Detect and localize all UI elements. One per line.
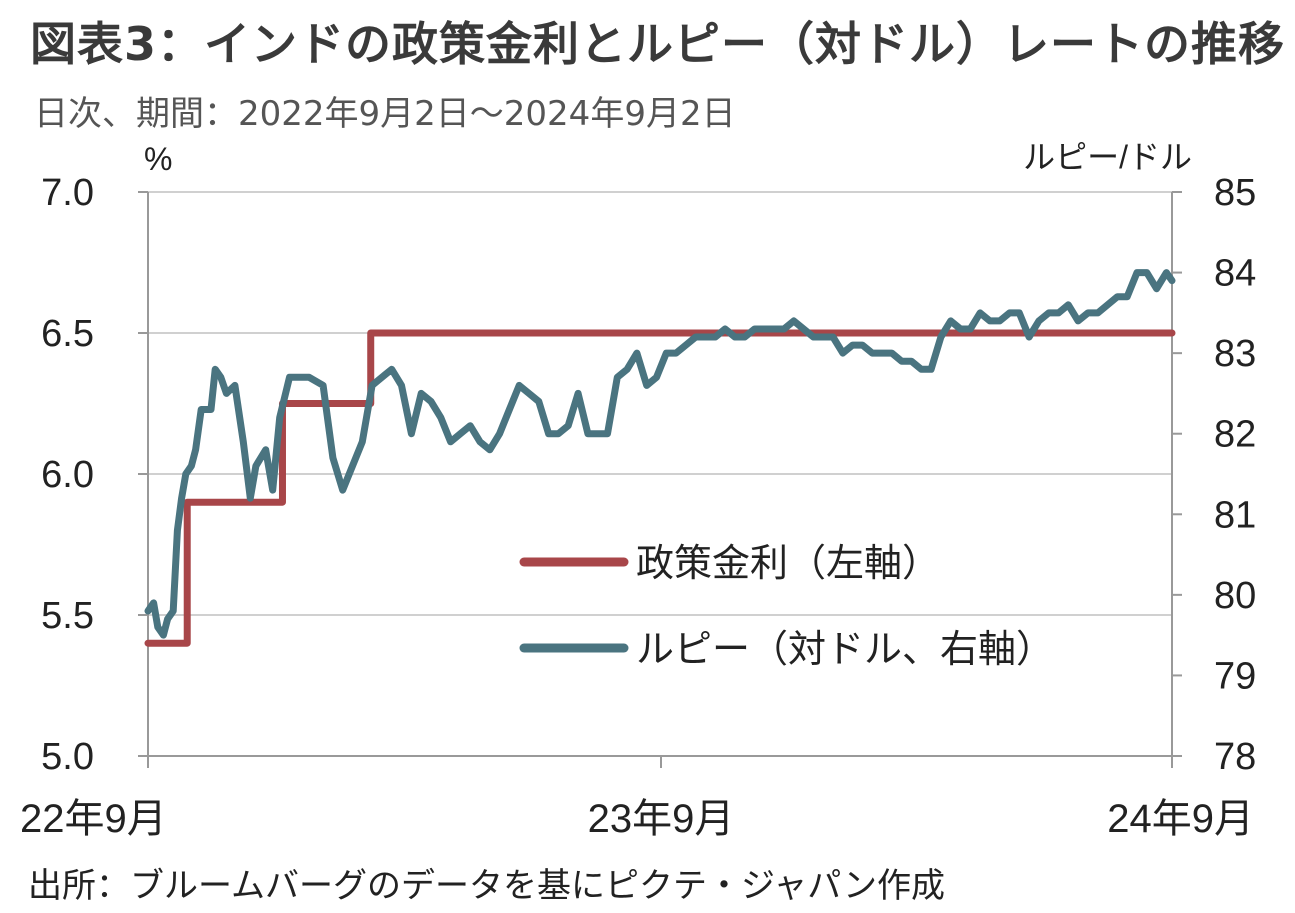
legend-label-rupee: ルピー（対ドル、右軸） — [636, 629, 1054, 671]
y-left-tick-label: 7.0 — [41, 172, 94, 214]
y-right-tick-label: 81 — [1214, 494, 1256, 536]
y-left-tick-label: 5.5 — [41, 595, 94, 637]
series-layer — [144, 269, 1176, 647]
x-tick-label: 24年9月 — [1107, 797, 1254, 841]
y-right-tick-label: 84 — [1214, 253, 1256, 295]
y-left-tick-label: 6.5 — [41, 313, 94, 355]
y-left-tick-label: 5.0 — [41, 736, 94, 778]
chart-subtitle: 日次、期間：2022年9月2日～2024年9月2日 — [34, 94, 736, 134]
y-right-tick-label: 79 — [1214, 655, 1256, 697]
policy-rate-line — [144, 329, 1176, 647]
y-right-tick-label: 78 — [1214, 736, 1256, 778]
rupee-line — [144, 269, 1176, 639]
legend: 政策金利（左軸） ルピー（対ドル、右軸） — [519, 543, 1054, 671]
y-right-tick-label: 85 — [1214, 172, 1256, 214]
chart-title: 図表3：インドの政策金利とルピー（対ドル）レートの推移 — [30, 17, 1286, 71]
y-left-unit-label: % — [144, 141, 172, 177]
source-note: 出所：ブルームバーグのデータを基にピクテ・ジャパン作成 — [28, 866, 945, 906]
legend-label-policy-rate: 政策金利（左軸） — [636, 543, 940, 585]
axes: 5.0 5.5 6.0 6.5 7.0 78 79 80 81 82 83 84 85% ルピー/ドル 22… — [20, 139, 1256, 841]
y-right-tick-label: 80 — [1214, 575, 1256, 617]
y-left-tick-label: 6.0 — [41, 454, 94, 496]
x-tick-label: 22年9月 — [20, 797, 167, 841]
y-right-unit-label: ルピー/ドル — [1023, 139, 1192, 175]
x-tick-label: 23年9月 — [588, 797, 735, 841]
y-right-tick-label: 83 — [1214, 333, 1256, 375]
y-right-tick-label: 82 — [1214, 414, 1256, 456]
